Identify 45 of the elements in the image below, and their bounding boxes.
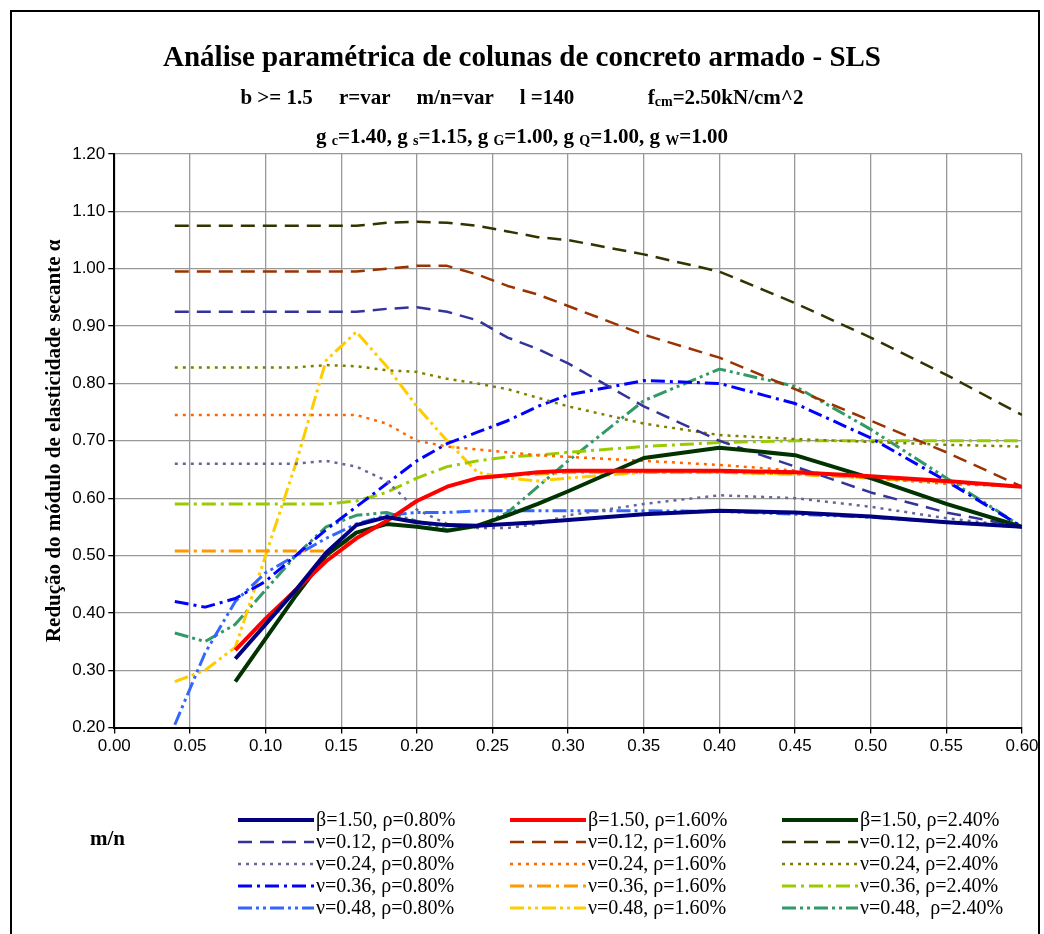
- y-tick-label: 1.10: [72, 201, 106, 221]
- chart-title: Análise paramétrica de colunas de concreto armado - SLS: [162, 40, 882, 73]
- x-tick-label: 0.45: [778, 736, 812, 756]
- x-tick-label: 0.00: [97, 736, 131, 756]
- text: b >= 1.5 r=var m/n=var l =140 f$_{cm}$=2.50kN/cm^2 g $_{c}$=1.40, g $_{s}$=1.15, g $_{G}$=1.00, g $_{Q}$=1.00, g $_{W}$=1.00: [240, 85, 804, 148]
- legend-label: ν=0.24, ρ=0.80%: [316, 852, 455, 876]
- legend-label: ν=0.48, ρ=2.40%: [860, 896, 1004, 920]
- legend-label: ν=0.24, ρ=2.40%: [860, 852, 999, 876]
- x-tick-label: 0.50: [854, 736, 888, 756]
- x-axis-title: m/n: [90, 826, 126, 851]
- x-tick-label: 0.55: [929, 736, 963, 756]
- line-series: [173, 220, 1022, 417]
- legend-label: ν=0.24, ρ=1.60%: [588, 852, 727, 876]
- legend-label: ν=0.12, ρ=2.40%: [860, 830, 999, 854]
- x-tick-label: 0.10: [249, 736, 283, 756]
- legend-label: ν=0.48, ρ=0.80%: [316, 896, 455, 920]
- y-tick-label: 0.50: [72, 545, 106, 565]
- line-series: [173, 367, 1022, 644]
- x-tick-label: 0.20: [400, 736, 434, 756]
- legend-label: ν=0.36, ρ=1.60%: [588, 874, 727, 898]
- x-tick-label: 0.40: [702, 736, 736, 756]
- y-tick-label: 0.60: [72, 487, 106, 507]
- legend-label: ν=0.36, ρ=2.40%: [860, 874, 999, 898]
- legend-label: ν=0.48, ρ=1.60%: [588, 896, 727, 920]
- legend-label: ν=0.12, ρ=1.60%: [588, 830, 727, 854]
- y-tick-label: 0.30: [72, 659, 106, 679]
- y-tick-label: 1.20: [72, 143, 106, 163]
- x-tick-label: 0.15: [324, 736, 358, 756]
- y-tick-label: 0.40: [72, 602, 106, 622]
- y-axis-title: Redução do módulo de elasticidade secante α: [41, 239, 66, 643]
- y-tick-label: 0.20: [72, 717, 106, 737]
- legend-label: ν=0.36, ρ=0.80%: [316, 874, 455, 898]
- y-tick-label: 0.80: [72, 373, 106, 393]
- x-tick-label: 0.60: [1005, 736, 1039, 756]
- legend-label: ν=0.12, ρ=0.80%: [316, 830, 455, 854]
- legend-label: β=1.50, ρ=2.40%: [860, 808, 1000, 832]
- x-tick-label: 0.25: [475, 736, 510, 756]
- x-tick-label: 0.05: [173, 736, 207, 756]
- legend-label: β=1.50, ρ=0.80%: [316, 808, 456, 832]
- legend-label: β=1.50, ρ=1.60%: [588, 808, 728, 832]
- y-tick-label: 0.90: [72, 315, 106, 335]
- x-tick-label: 0.35: [627, 736, 661, 756]
- y-tick-label: 0.70: [72, 430, 106, 450]
- y-tick-label: 1.00: [72, 258, 106, 278]
- x-tick-label: 0.30: [551, 736, 585, 756]
